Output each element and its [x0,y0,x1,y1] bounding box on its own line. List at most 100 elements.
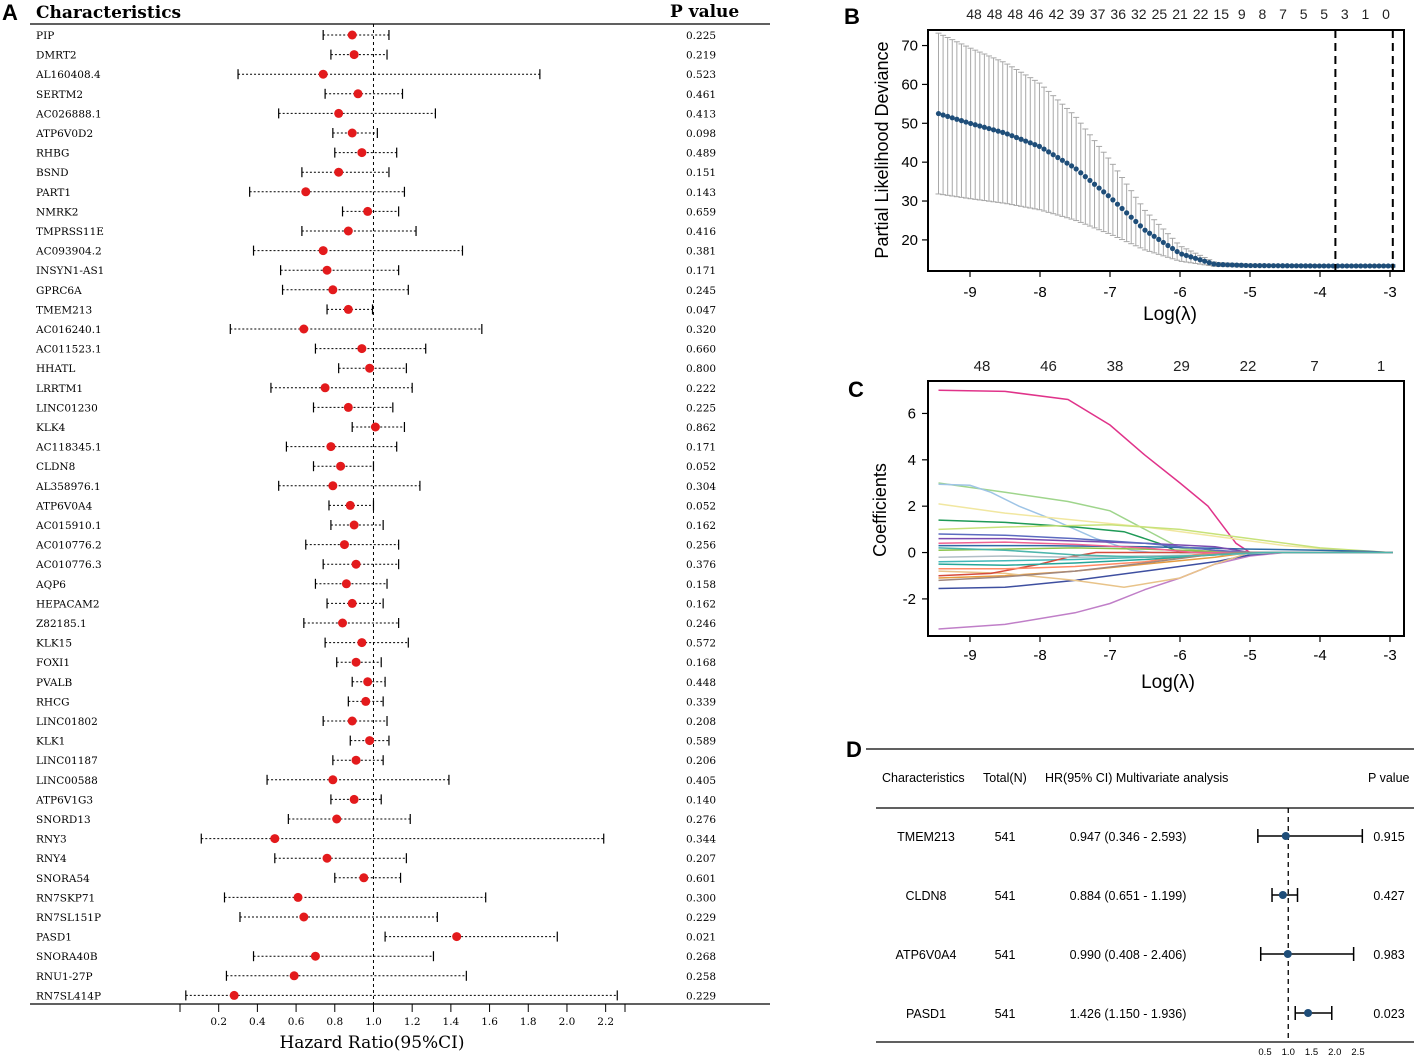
panel-a-hr-point [334,108,344,118]
panel-b-mean-point [1220,262,1226,268]
panel-a-row: RHBG 0.489 [36,147,716,160]
panel-a-row: ATP6V1G3 0.140 [35,794,716,806]
panel-d-hr-point [1283,950,1292,958]
panel-d-hr-point [1278,891,1287,899]
panel-a-row-pvalue: 0.256 [686,540,716,552]
panel-c-y-tick-label: 6 [908,405,916,422]
panel-a-hr-point [357,638,367,648]
panel-a-row-label: AL358976.1 [35,481,101,493]
panel-a-row-label: SERTM2 [36,89,83,101]
panel-a-row: ATP6V0A4 0.052 [35,500,716,512]
panel-a-row: HHATL 0.800 [36,363,716,375]
panel-c-plot-frame [927,380,1405,637]
panel-a-axis-tick-label: 0.6 [288,1016,305,1028]
panel-a-hr-point [347,598,357,608]
panel-a-hr-point [328,481,338,491]
panel-a-row-label: RN7SKP71 [36,892,95,904]
panel-a-row: LINC01802 0.208 [36,716,716,728]
panel-b-mean-point [1197,257,1203,263]
panel-a-row: BSND 0.151 [36,167,716,179]
panel-a-row-pvalue: 0.143 [686,187,716,199]
panel-c-y-tick-label: 2 [908,498,916,515]
panel-d-row: TMEM213 541 0.947 (0.346 - 2.593) 0.915 [897,829,1405,844]
panel-d-axis-tick-label: 1.5 [1305,1047,1318,1056]
panel-label-a: A [2,0,18,25]
panel-a-row-label: KLK1 [36,736,65,748]
panel-a-row-label: ATP6V1G3 [35,794,93,806]
panel-a-row-label: PIP [36,30,54,42]
panel-a-row-pvalue: 0.021 [686,932,716,944]
panel-a-row-label: RN7SL414P [36,990,101,1002]
panel-b-mean-point [1188,254,1194,260]
panel-a-hr-point [322,265,332,275]
panel-a-row-pvalue: 0.052 [686,500,716,512]
panel-a-hr-point [293,892,303,902]
panel-b-mean-point [1027,140,1033,146]
panel-b-mean-point [935,110,942,117]
panel-a-row-pvalue: 0.461 [686,89,716,101]
panel-a-row-label: AC026888.1 [35,108,102,120]
panel-b-plot-frame [927,29,1405,272]
panel-c-top-label: 7 [1310,358,1318,375]
panel-a-row-pvalue: 0.222 [686,383,716,395]
panel-b-top-label: 46 [1028,6,1044,22]
panel-b-y-tick-label: 70 [901,38,918,55]
panel-d-header-hr: HR(95% CI) Multivariate analysis [1045,771,1228,785]
panel-b-top-label: 5 [1320,6,1328,22]
panel-a-row-label: INSYN1-AS1 [36,265,104,277]
panel-b-top-label: 48 [1007,6,1023,22]
panel-a-row-label: AQP6 [35,579,66,591]
panel-b-mean-point [995,128,1001,134]
panel-a-row: AL358976.1 0.304 [35,480,716,493]
panel-a-hr-point [370,422,380,432]
panel-b-mean-point [1032,142,1038,148]
panel-a-hr-point [301,187,311,197]
panel-b-mean-point [1119,205,1125,212]
panel-d-rows: TMEM213 541 0.947 (0.346 - 2.593) 0.915 CLDN… [896,808,1405,1042]
panel-b-mean-point [949,115,955,121]
panel-b-top-label: 0 [1382,6,1390,22]
panel-a-row: PASD1 0.021 [36,931,716,944]
panel-b-mean-point [1055,154,1061,161]
panel-a-row-label: AC093904.2 [35,246,102,258]
panel-b-mean-point [1096,185,1102,191]
panel-a-row-label: TMPRSS11E [36,226,104,238]
panel-a-row: FOXI1 0.168 [36,657,716,669]
panel-b-top-label: 25 [1152,6,1168,22]
panel-a-hr-point [289,971,299,981]
panel-a-hr-point [299,324,309,334]
panel-b-mean-point [1247,262,1254,269]
panel-b-mean-point [1110,197,1116,203]
panel-b-mean-point [1105,193,1111,199]
panel-a-row-pvalue: 0.589 [686,736,716,748]
panel-b-mean-point [1146,230,1153,236]
panel-b-mean-point [1358,263,1364,269]
panel-a-row-pvalue: 0.300 [686,892,716,904]
panel-a-row-pvalue: 0.171 [686,265,716,277]
panel-a-axis-tick-label: 0.8 [326,1016,343,1028]
panel-b-mean-point [1215,261,1222,268]
panel-b-y-tick-label: 60 [901,76,918,93]
panel-b-mean-point [1183,252,1189,259]
panel-c-x-tick-label: -7 [1103,647,1116,664]
panel-a-header-characteristics: Characteristics [36,3,181,23]
panel-a-row-pvalue: 0.344 [686,834,716,846]
panel-b-mean-point [1160,239,1166,246]
panel-b-y-tick-label: 50 [901,115,918,132]
panel-b-top-label: 5 [1300,6,1308,22]
panel-b-y-tick-label: 20 [901,232,918,249]
panel-a-row: RN7SL151P 0.229 [36,912,716,924]
panel-c-x-axis-label: Log(λ) [1141,672,1195,693]
panel-a-row-label: LINC01187 [36,755,98,767]
panel-a-row-label: AL160408.4 [35,69,101,81]
panel-c-x-tick-label: -3 [1383,647,1396,664]
panel-d-row-name: PASD1 [906,1007,946,1021]
panel-b-mean-point [1137,223,1144,229]
panel-a-hr-point [357,344,367,354]
panel-b-mean-point [1192,255,1199,261]
panel-a-row-label: LINC01802 [36,716,98,728]
panel-d-hr-point [1304,1009,1313,1017]
panel-a-row: AC026888.1 0.413 [35,108,716,120]
panel-a-hr-point [351,657,361,667]
